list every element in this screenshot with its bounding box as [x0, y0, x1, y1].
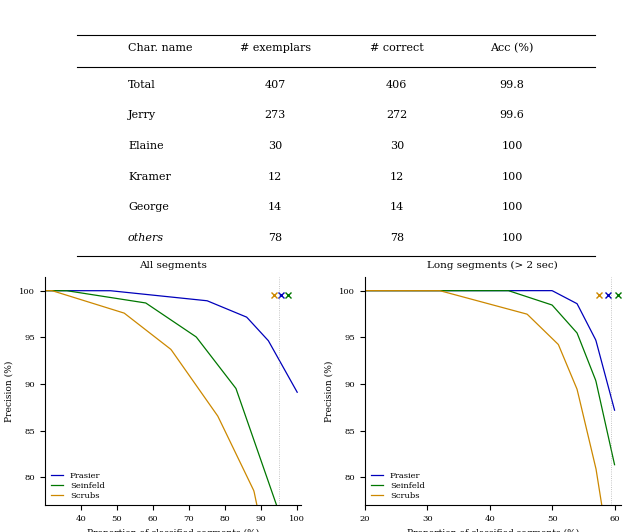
Frasier [248, 319, 255, 326]
Text: Jerry: Jerry [128, 111, 156, 120]
Seinfeld [611, 461, 618, 468]
Seinfeld [233, 388, 241, 394]
Text: 99.6: 99.6 [500, 111, 524, 120]
Line: Scrubs: Scrubs [365, 290, 614, 532]
Frasier [287, 378, 295, 385]
Text: 14: 14 [268, 202, 282, 212]
Frasier [481, 287, 489, 294]
Frasier [361, 287, 369, 294]
Line: Frasier: Frasier [45, 290, 297, 392]
Scrubs [41, 287, 49, 294]
Scrubs [481, 300, 489, 306]
Line: Scrubs: Scrubs [45, 290, 297, 532]
Line: Frasier: Frasier [365, 290, 614, 410]
Frasier [163, 293, 170, 300]
Legend: Frasier, Seinfeld, Scrubs: Frasier, Seinfeld, Scrubs [49, 471, 106, 501]
Frasier [293, 389, 301, 395]
Seinfeld [479, 287, 487, 294]
Scrubs [566, 368, 573, 375]
Frasier [177, 295, 185, 301]
Text: 78: 78 [390, 233, 404, 243]
Text: Kramer: Kramer [128, 172, 171, 181]
Text: 100: 100 [501, 172, 523, 181]
Frasier [566, 296, 573, 303]
Frasier [611, 407, 618, 413]
Text: 100: 100 [501, 233, 523, 243]
Y-axis label: Precision (%): Precision (%) [324, 360, 333, 422]
Text: 273: 273 [264, 111, 286, 120]
Seinfeld [566, 321, 573, 328]
Seinfeld [41, 287, 49, 294]
Frasier [161, 293, 168, 300]
Text: 272: 272 [386, 111, 408, 120]
Scrubs [191, 380, 199, 387]
Text: 12: 12 [390, 172, 404, 181]
Text: Char. name: Char. name [128, 43, 193, 53]
Seinfeld [275, 510, 283, 516]
Frasier [496, 287, 504, 294]
Text: 30: 30 [390, 141, 404, 151]
Scrubs [361, 287, 369, 294]
Seinfeld [496, 287, 504, 294]
Frasier [509, 287, 517, 294]
Text: # correct: # correct [370, 43, 424, 53]
Seinfeld [269, 493, 277, 500]
Text: 12: 12 [268, 172, 282, 181]
Text: others: others [128, 233, 164, 243]
Text: Elaine: Elaine [128, 141, 164, 151]
Frasier [191, 296, 199, 303]
Seinfeld [168, 317, 175, 323]
Text: 14: 14 [390, 202, 404, 212]
Text: George: George [128, 202, 169, 212]
Text: # exemplars: # exemplars [239, 43, 311, 53]
Seinfeld [605, 435, 612, 441]
Scrubs [479, 299, 487, 305]
Frasier [41, 287, 49, 294]
Scrubs [248, 483, 255, 489]
X-axis label: Proportion of classified segments (%): Proportion of classified segments (%) [406, 529, 579, 532]
Text: 99.8: 99.8 [500, 80, 524, 90]
Title: All segments: All segments [139, 261, 207, 270]
Line: Seinfeld: Seinfeld [365, 290, 614, 464]
Seinfeld [481, 287, 489, 294]
Text: Total: Total [128, 80, 156, 90]
Text: 406: 406 [386, 80, 408, 90]
Title: Long segments (> 2 sec): Long segments (> 2 sec) [428, 261, 558, 270]
Text: 407: 407 [264, 80, 286, 90]
Text: 100: 100 [501, 141, 523, 151]
Seinfeld [361, 287, 369, 294]
Text: Acc (%): Acc (%) [490, 43, 534, 53]
X-axis label: Proportion of classified segments (%): Proportion of classified segments (%) [86, 529, 259, 532]
Text: 30: 30 [268, 141, 282, 151]
Frasier [479, 287, 487, 294]
Scrubs [161, 342, 168, 348]
Text: 100: 100 [501, 202, 523, 212]
Seinfeld [180, 326, 188, 332]
Y-axis label: Precision (%): Precision (%) [4, 360, 13, 422]
Seinfeld [509, 289, 517, 295]
Scrubs [163, 343, 170, 349]
Seinfeld [154, 307, 161, 314]
Text: 78: 78 [268, 233, 282, 243]
Scrubs [177, 361, 185, 368]
Scrubs [509, 307, 517, 314]
Scrubs [496, 304, 504, 310]
Seinfeld [152, 307, 160, 313]
Frasier [605, 385, 612, 391]
Line: Seinfeld: Seinfeld [45, 290, 279, 513]
Legend: Frasier, Seinfeld, Scrubs: Frasier, Seinfeld, Scrubs [369, 471, 426, 501]
